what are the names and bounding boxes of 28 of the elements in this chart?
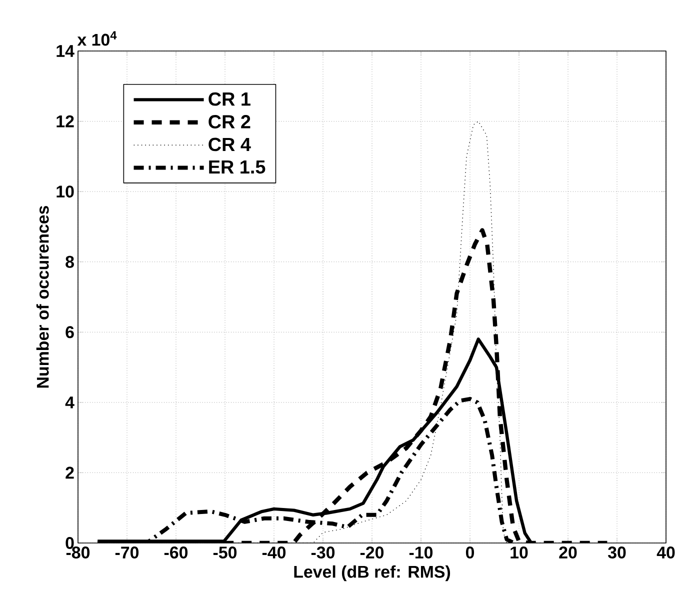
x-tick-label: -60 (164, 546, 188, 559)
x-axis-title: Level (dB ref: RMS) (294, 565, 450, 582)
y-tick-label: 14 (56, 45, 74, 57)
x-tick-label: 30 (608, 546, 626, 559)
y-tick-label: 0 (66, 537, 74, 549)
x-tick-label: -40 (262, 546, 286, 559)
x-tick-label: -30 (311, 546, 335, 559)
text: x 10$^{4}$ (77, 31, 117, 46)
x-tick-label: 40 (656, 546, 675, 559)
y-tick-label: 4 (65, 396, 74, 408)
y-tick-label: 8 (66, 256, 74, 268)
y-tick-label: 12 (56, 115, 74, 128)
y-tick-label: 6 (66, 326, 74, 338)
y-tick-label: 2 (66, 466, 74, 479)
legend-label: CR 1 (208, 92, 250, 106)
x-tick-label: 10 (510, 546, 528, 559)
x-tick-label: -70 (115, 546, 139, 559)
x-tick-label: -50 (213, 546, 237, 559)
x-tick-label: -20 (360, 546, 384, 559)
legend-label: ER 1.5 (209, 160, 266, 174)
x-tick-label: -80 (66, 546, 90, 559)
legend-label: CR 4 (208, 138, 251, 152)
x-tick-label: -10 (409, 546, 433, 559)
y-axis-title: Number of occurences (36, 206, 49, 388)
x-tick-label: 20 (559, 546, 577, 559)
y-tick-label: 10 (56, 186, 74, 198)
x-tick-label: 0 (466, 546, 474, 559)
legend-label: CR 2 (208, 115, 250, 128)
